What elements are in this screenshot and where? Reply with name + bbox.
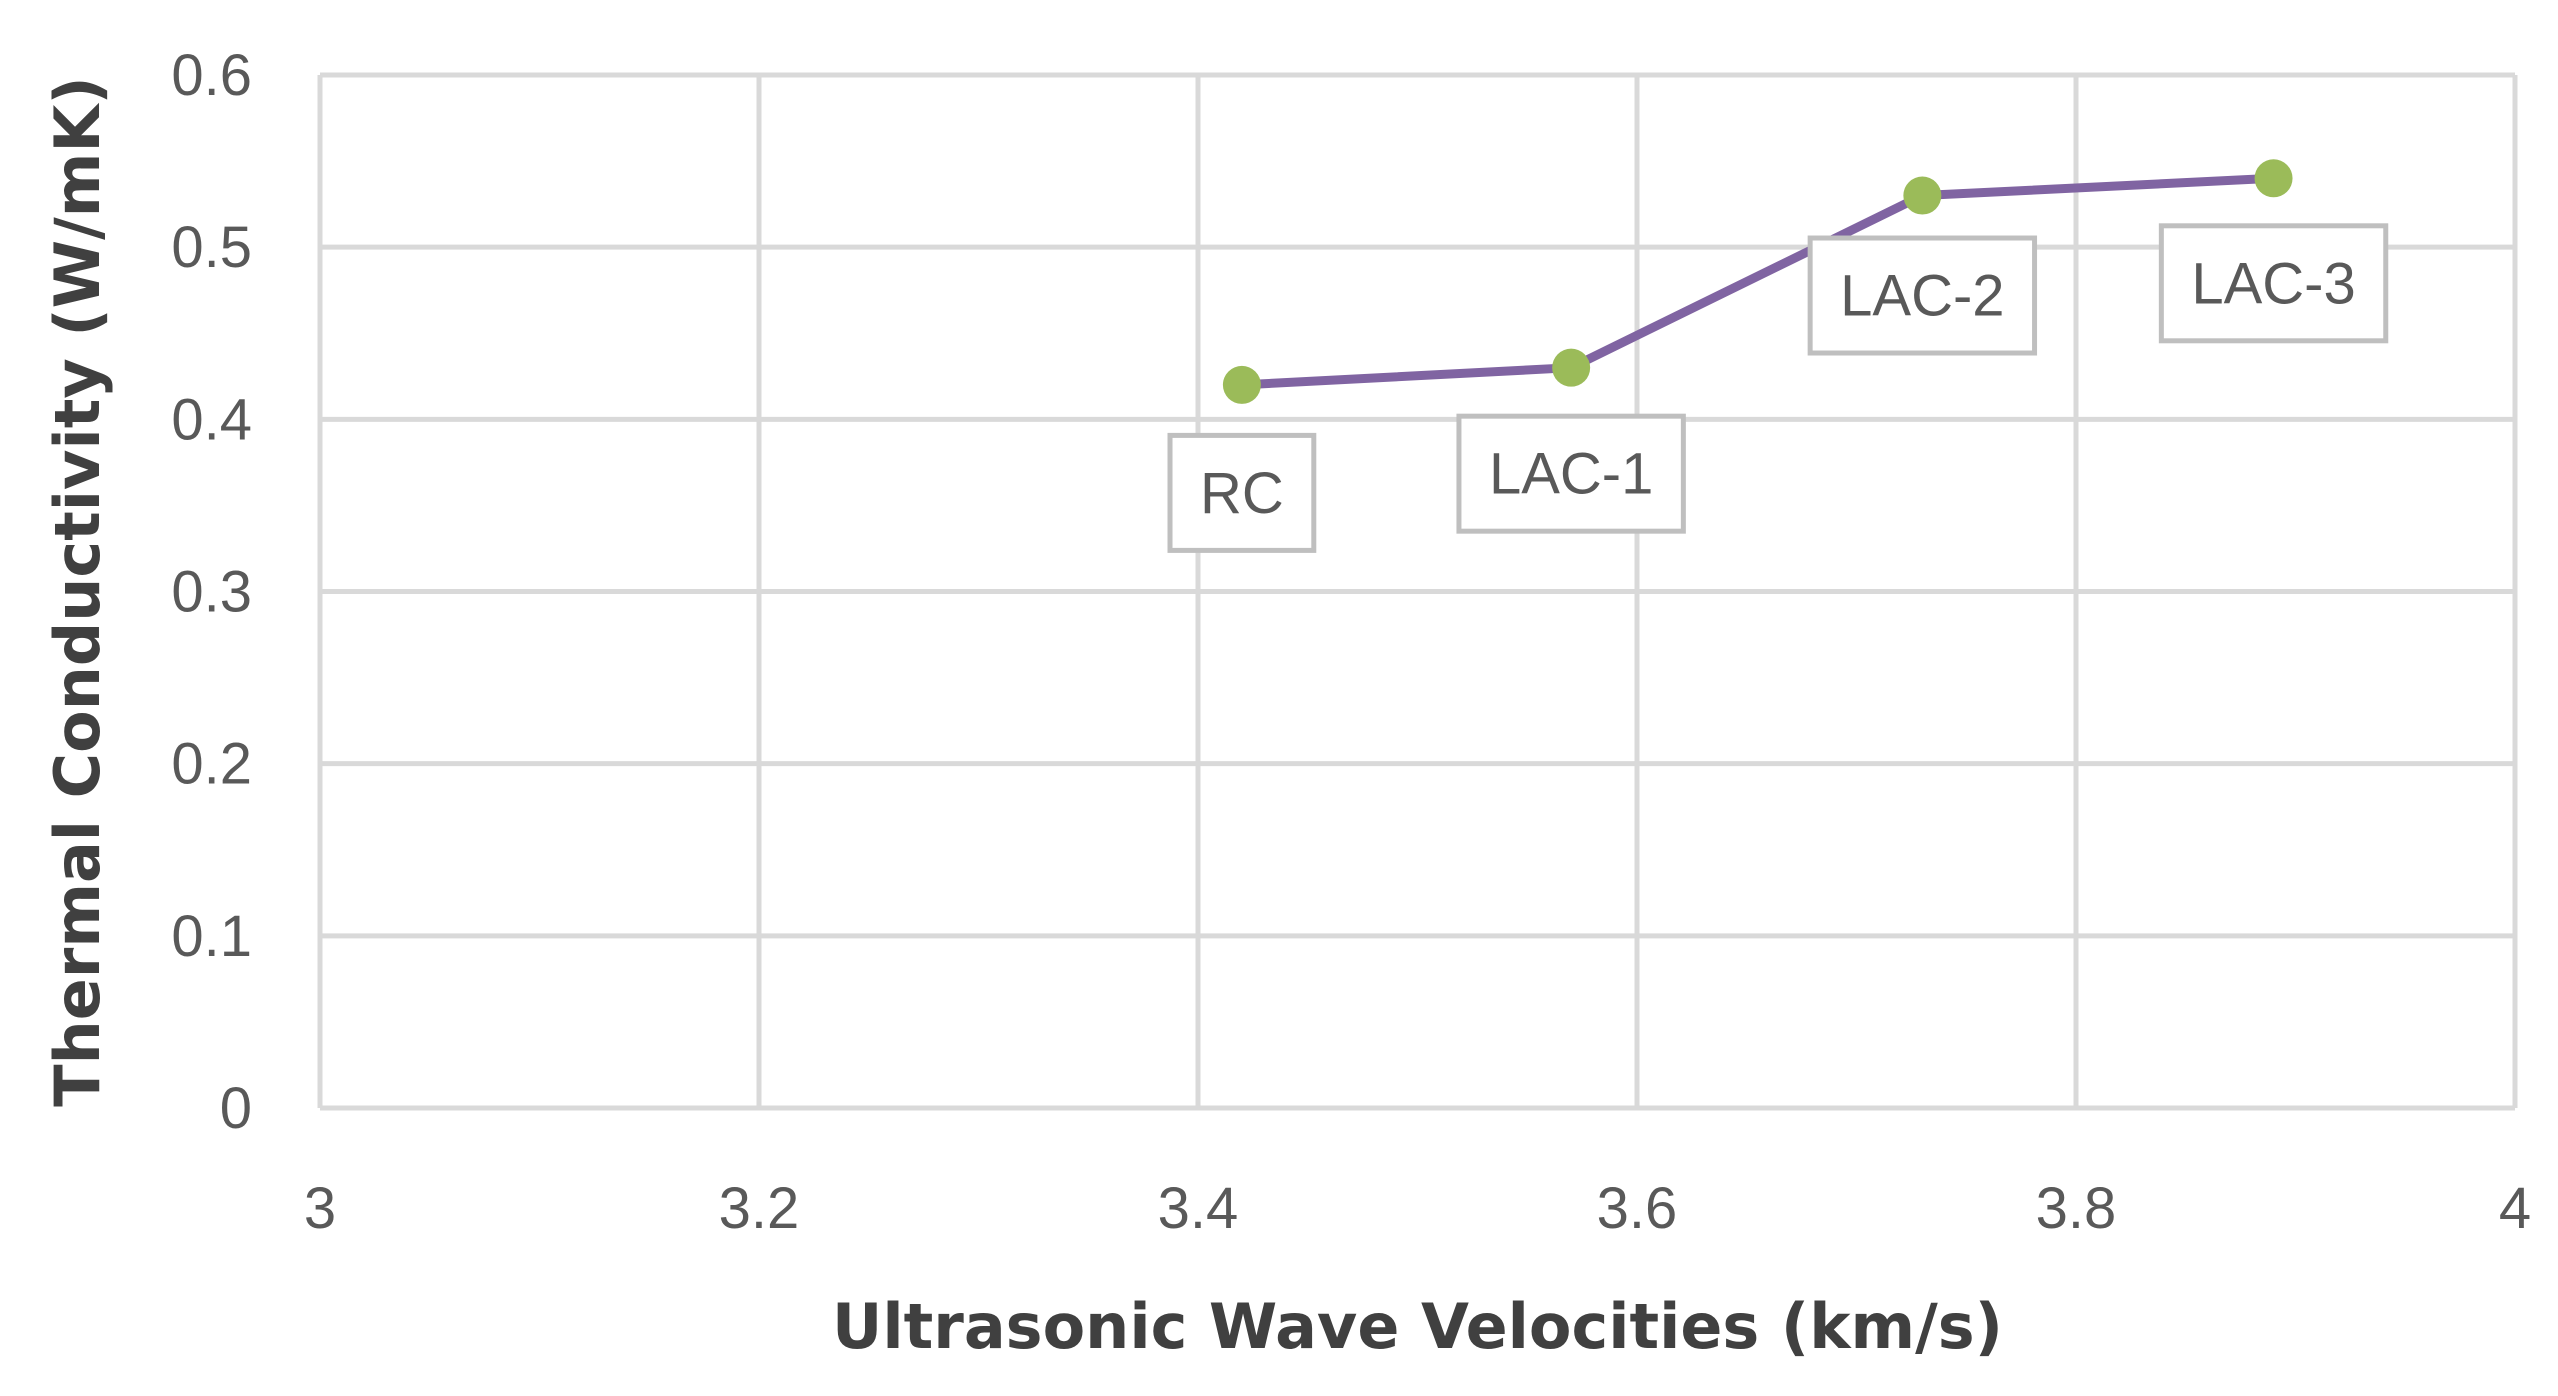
y-axis-title: Thermal Conductivity (W/mK) [41, 76, 114, 1106]
data-label: LAC-3 [2158, 223, 2389, 344]
y-tick-label: 0.4 [171, 387, 252, 452]
data-label-text: LAC-2 [1840, 264, 2004, 329]
data-label-box [1456, 413, 1686, 534]
data-point [1222, 365, 1261, 404]
y-tick-label: 0.5 [171, 215, 252, 280]
data-point [1903, 176, 1942, 215]
y-tick-label: 0.1 [171, 904, 252, 969]
y-tick-label: 0 [220, 1076, 252, 1141]
data-label-box [1167, 432, 1317, 553]
x-tick-label: 3.6 [1597, 1176, 1678, 1241]
y-axis-ticks: 0 0.1 0.2 0.3 0.4 0.5 0.6 [171, 43, 252, 1141]
x-tick-label: 3 [304, 1176, 336, 1241]
data-point [2254, 159, 2293, 198]
x-tick-label: 4 [2499, 1176, 2531, 1241]
data-labels: RC LAC-1 LAC-2 LAC-3 [1167, 223, 2389, 553]
series [1222, 159, 2293, 404]
data-label-box [1807, 235, 2038, 356]
data-point [1552, 348, 1591, 387]
y-tick-label: 0.3 [171, 560, 252, 625]
y-tick-label: 0.6 [171, 43, 252, 108]
y-tick-label: 0.2 [171, 732, 252, 797]
grid [317, 72, 2518, 1111]
data-label: LAC-1 [1456, 413, 1686, 534]
series-line [1237, 173, 2279, 390]
data-label-text: LAC-1 [1489, 442, 1653, 507]
data-label-text: RC [1200, 461, 1284, 526]
x-tick-label: 3.2 [719, 1176, 800, 1241]
data-label-text: LAC-3 [2191, 251, 2355, 316]
data-label-box [2158, 223, 2389, 344]
data-label: LAC-2 [1807, 235, 2038, 356]
x-axis-title: Ultrasonic Wave Velocities (km/s) [832, 1290, 2003, 1363]
x-tick-label: 3.8 [2036, 1176, 2117, 1241]
x-tick-label: 3.4 [1158, 1176, 1239, 1241]
data-label: RC [1167, 432, 1317, 553]
x-axis-ticks: 3 3.2 3.4 3.6 3.8 4 [304, 1176, 2531, 1241]
